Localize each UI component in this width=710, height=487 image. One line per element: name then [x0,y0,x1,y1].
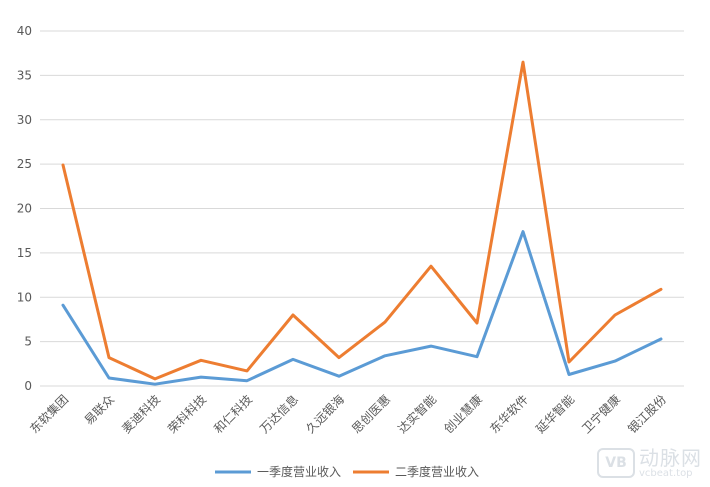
x-tick-label: 东软集团 [27,392,72,437]
y-tick-label: 0 [24,379,32,393]
y-tick-label: 15 [17,246,32,260]
x-axis-ticks: 东软集团 易联众 麦迪科技 荣科科技 和仁科技 万达信息 久远银海 思创医惠 达实智能 创业慧康东… [27,392,670,437]
watermark-logo: VB [597,448,635,479]
watermark-url: vcbeat.top [639,467,693,479]
x-tick-label: 久远银海 [303,392,348,437]
x-tick-label: 卫宁健康 [579,392,624,437]
y-tick-label: 40 [17,24,32,38]
legend: 一季度营业收入 二季度营业收入 [215,464,479,479]
watermark: VB 动脉网 vcbeat.top [597,445,702,480]
x-tick-label: 思创医惠 [349,392,393,436]
series-lines [61,60,663,386]
y-tick-label: 5 [24,335,32,349]
series-line-2 [61,60,663,381]
y-tick-label: 10 [17,290,32,304]
watermark-text: 动脉网 [639,445,702,470]
x-tick-label: 达实智能 [395,392,440,437]
y-tick-label: 30 [17,113,32,127]
x-tick-label: 和仁科技 [211,392,255,436]
x-tick-label: 银江股份 [625,392,669,436]
gridlines [40,30,684,387]
series-line-1 [61,230,663,386]
x-tick-label: 麦迪科技 [119,392,163,436]
x-tick-label: 荣科科技 [165,392,209,436]
x-tick-label: 创业慧康 [441,392,486,437]
x-tick-label: 延华智能 [533,392,578,437]
x-tick-label: 易联众 [82,392,117,427]
legend-label-1: 一季度营业收入 [257,464,341,479]
y-tick-label: 25 [17,157,32,171]
x-tick-label: 万达信息 [257,392,302,437]
legend-label-2: 二季度营业收入 [395,464,479,479]
y-tick-label: 35 [17,68,32,82]
y-tick-label: 20 [17,202,32,216]
y-axis-ticks: 0 5 10 15 20 25 30 35 40 [17,24,32,393]
x-tick-label: 东华软件 [487,392,531,436]
